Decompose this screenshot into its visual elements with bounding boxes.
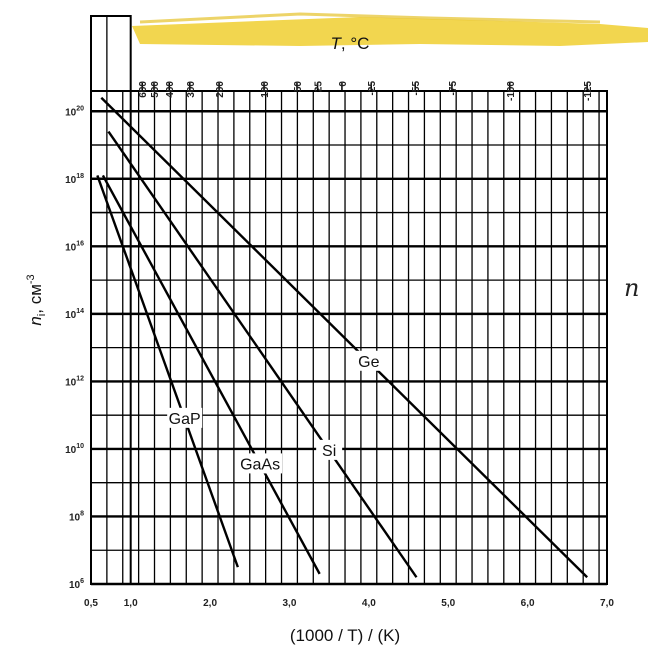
- top-axis-tick-label: 200: [215, 81, 226, 98]
- x-axis-ticks: 0,5 1,0 2,0 3,0 4,0 5,0 6,0 7,0: [84, 598, 614, 609]
- plot-frame: [90, 15, 608, 585]
- series-label-ge: Ge: [358, 354, 379, 371]
- top-axis-tick-label: 25: [314, 81, 325, 93]
- y-tick-label: 1012: [65, 375, 84, 388]
- x-tick-label: 7,0: [600, 598, 614, 609]
- series-label-bg: [316, 439, 343, 460]
- y-tick-label: 1010: [65, 443, 84, 456]
- highlighter-stroke-edge: [139, 12, 601, 24]
- series-label-bg: [167, 407, 203, 428]
- y-axis-ticks: 106 108 1010 1012 1014 1016 1018 1020: [65, 105, 84, 591]
- y-tick-label: 1016: [65, 240, 84, 253]
- x-tick-label: 3,0: [283, 598, 297, 609]
- series-line-gaas: [101, 174, 321, 575]
- x-tick-label: 1,0: [124, 598, 138, 609]
- upper-left-box: [90, 15, 132, 585]
- top-axis-tick-label: 600: [138, 81, 149, 98]
- series-line-si: [107, 130, 418, 578]
- top-axis-tick-label: -75: [448, 81, 459, 96]
- series-layer: [96, 96, 588, 579]
- top-axis-tick-label: 400: [165, 81, 176, 98]
- top-axis-tick-label: -125: [583, 81, 594, 101]
- y-axis-label: ni, см-3: [25, 274, 48, 325]
- top-axis-ticks: 600 500 400 300 200 100 50 25 0 -25 -55 -75 -100 -125: [138, 81, 594, 101]
- series-label-layer: Ge Si GaAs GaP: [167, 350, 382, 474]
- series-label-bg: [355, 350, 382, 371]
- top-axis-tick-label: -25: [367, 81, 378, 96]
- top-axis-tick-label: -55: [411, 81, 422, 96]
- x-axis-label: (1000 / T) / (K): [290, 626, 400, 645]
- top-axis-tick-label: 100: [260, 81, 271, 98]
- side-text: n: [624, 274, 639, 302]
- x-tick-label: 0,5: [84, 598, 98, 609]
- x-tick-label: 4,0: [362, 598, 376, 609]
- top-axis-label: T, °C: [331, 34, 370, 53]
- top-axis-tick-label: -100: [506, 81, 517, 101]
- series-label-bg: [238, 453, 283, 474]
- x-tick-label: 5,0: [441, 598, 455, 609]
- series-label-gaas: GaAs: [240, 456, 280, 473]
- highlighter-stroke: [132, 17, 648, 46]
- series-label-gap: GaP: [169, 411, 201, 428]
- y-tick-label: 1014: [65, 308, 84, 321]
- y-tick-label: 108: [69, 510, 84, 523]
- top-axis-tick-label: 50: [293, 81, 304, 93]
- top-axis-tick-label: 300: [186, 81, 197, 98]
- y-tick-label: 106: [69, 578, 84, 591]
- series-line-gap: [96, 175, 239, 568]
- series-label-si: Si: [322, 443, 336, 460]
- y-tick-label: 1018: [65, 173, 84, 186]
- series-line-ge: [100, 96, 588, 579]
- x-tick-label: 6,0: [521, 598, 535, 609]
- top-axis-tick-label: 500: [150, 81, 161, 98]
- grid-layer: [90, 91, 607, 586]
- y-tick-label: 1020: [65, 105, 84, 118]
- x-tick-label: 2,0: [203, 598, 217, 609]
- top-axis-tick-label: 0: [338, 81, 349, 87]
